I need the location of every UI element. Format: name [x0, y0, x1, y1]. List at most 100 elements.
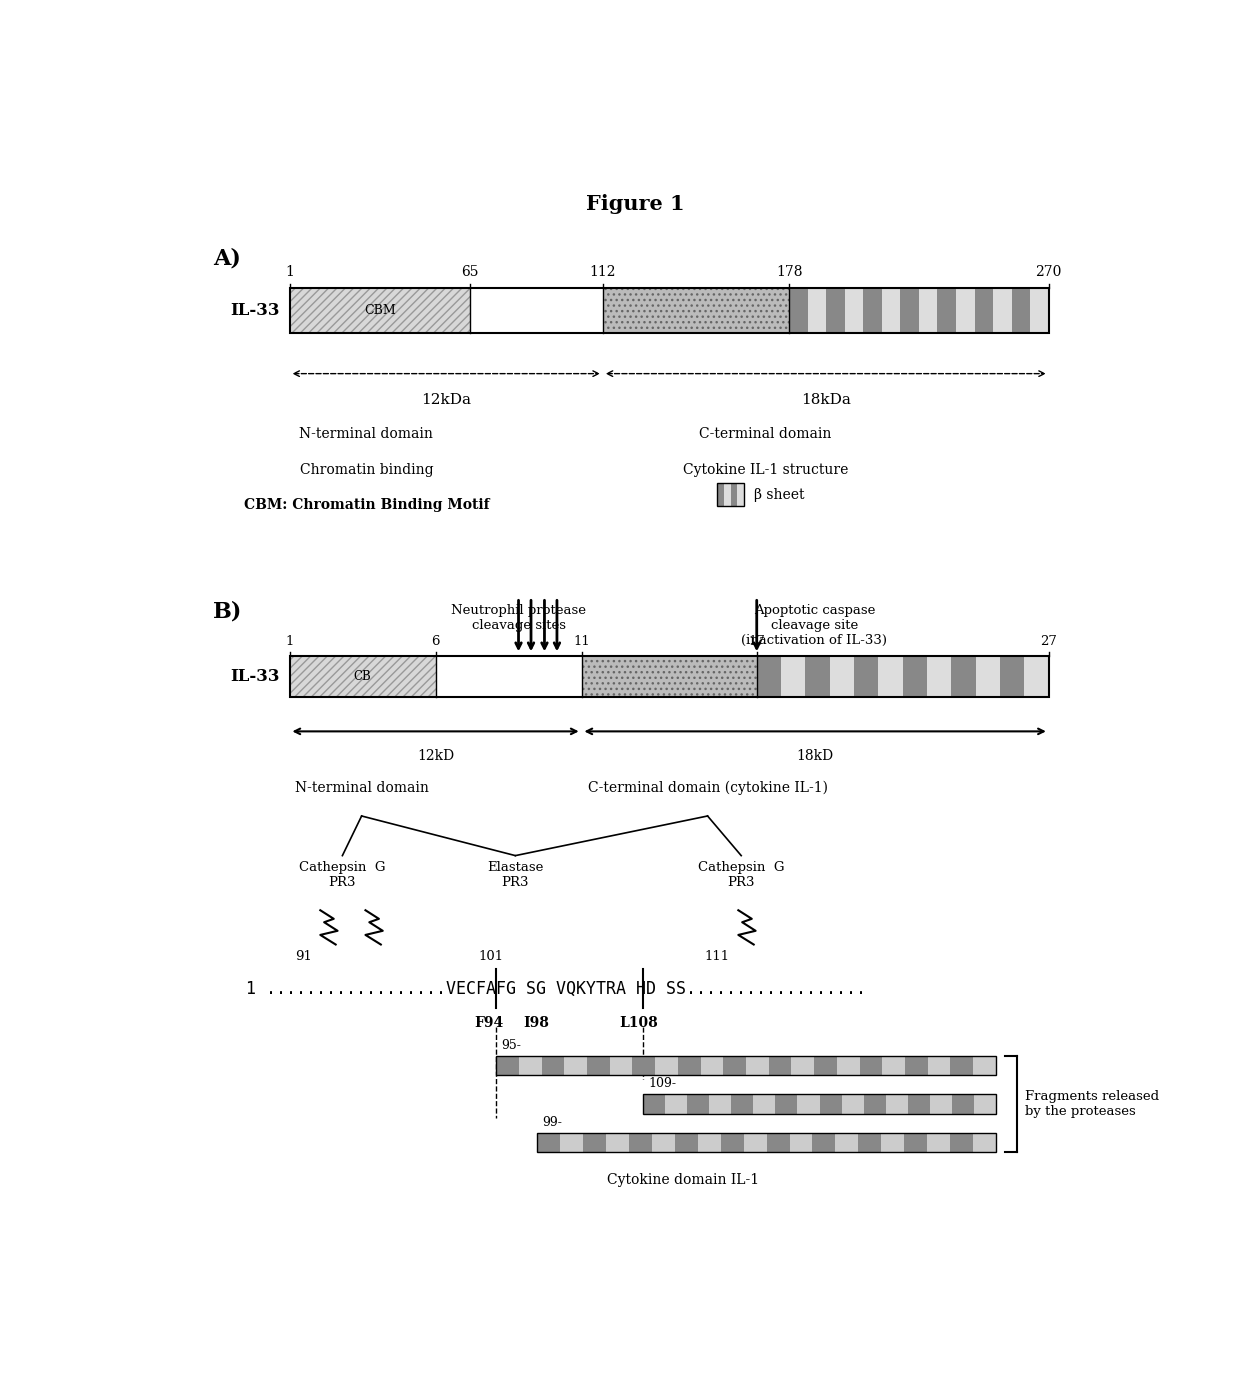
Bar	[687, 1095, 709, 1114]
Text: F94: F94	[474, 1017, 503, 1031]
Bar	[564, 1056, 587, 1075]
Bar	[791, 1056, 815, 1075]
Bar	[975, 288, 993, 332]
Bar	[709, 1095, 732, 1114]
Bar	[496, 1056, 518, 1075]
Text: 12kD: 12kD	[417, 748, 454, 762]
Bar	[769, 1056, 791, 1075]
Bar	[937, 288, 956, 332]
Bar	[678, 1056, 701, 1075]
Bar	[993, 288, 1012, 332]
Bar	[754, 1095, 775, 1114]
Text: CB: CB	[353, 670, 372, 683]
Bar	[830, 657, 854, 697]
Text: A): A)	[213, 248, 241, 270]
Bar	[950, 1134, 973, 1152]
Bar	[878, 657, 903, 697]
Bar	[903, 657, 928, 697]
Bar	[701, 1056, 723, 1075]
Bar	[644, 1095, 665, 1114]
Bar	[928, 657, 951, 697]
Bar	[537, 1134, 996, 1152]
Bar	[644, 1095, 996, 1114]
Bar	[908, 1095, 930, 1114]
Text: Cytokine IL-1 structure: Cytokine IL-1 structure	[682, 463, 848, 477]
Bar	[560, 1134, 583, 1152]
Text: 99-: 99-	[542, 1116, 562, 1128]
Bar	[797, 1095, 820, 1114]
Text: 18kD: 18kD	[796, 748, 833, 762]
Bar	[1012, 288, 1030, 332]
Text: B): B)	[213, 601, 242, 623]
Text: 112: 112	[589, 266, 616, 280]
Bar	[919, 288, 937, 332]
Bar	[632, 1056, 655, 1075]
Bar	[973, 1095, 996, 1114]
Text: 1 ..................VECFAFG SG VQKYTRA HD SS..................: 1 ..................VECFAFG SG VQKYTRA H…	[247, 979, 867, 997]
Bar	[542, 1056, 564, 1075]
Bar	[738, 483, 744, 506]
Bar	[815, 1056, 837, 1075]
Bar	[820, 1095, 842, 1114]
Bar	[652, 1134, 675, 1152]
Text: 65: 65	[461, 266, 479, 280]
Text: 1: 1	[285, 634, 294, 648]
Text: Fragments released
by the proteases: Fragments released by the proteases	[1024, 1091, 1159, 1118]
Bar	[290, 657, 1049, 697]
Bar	[730, 483, 738, 506]
Bar	[723, 1056, 746, 1075]
Bar	[603, 288, 789, 332]
Text: Elastase
PR3: Elastase PR3	[487, 861, 543, 889]
Bar	[290, 288, 1049, 332]
Text: Cytokine domain IL-1: Cytokine domain IL-1	[608, 1173, 760, 1187]
Text: 27: 27	[1040, 634, 1058, 648]
Bar	[717, 483, 724, 506]
Bar	[756, 657, 781, 697]
Text: CBM: Chromatin Binding Motif: CBM: Chromatin Binding Motif	[243, 498, 490, 512]
Bar	[518, 1056, 542, 1075]
Text: Figure 1: Figure 1	[587, 193, 684, 214]
Text: Cathepsin  G
PR3: Cathepsin G PR3	[299, 861, 386, 889]
Text: C-terminal domain: C-terminal domain	[699, 427, 832, 441]
Bar	[665, 1095, 687, 1114]
Bar	[836, 1134, 858, 1152]
Bar	[290, 657, 435, 697]
Bar	[928, 1134, 950, 1152]
Text: Apoptotic caspase
cleavage site
(inactivation of IL-33): Apoptotic caspase cleavage site (inactiv…	[742, 604, 888, 647]
Text: 178: 178	[776, 266, 802, 280]
Bar	[859, 1056, 883, 1075]
Bar	[1030, 288, 1049, 332]
Bar	[629, 1134, 652, 1152]
Text: 270: 270	[1035, 266, 1061, 280]
Bar	[470, 288, 603, 332]
Bar	[882, 288, 900, 332]
Bar	[610, 1056, 632, 1075]
Bar	[951, 657, 976, 697]
Bar	[290, 288, 470, 332]
Bar	[717, 483, 744, 506]
Bar	[882, 1134, 904, 1152]
Text: 101: 101	[479, 950, 503, 963]
Bar	[1001, 657, 1024, 697]
Bar	[775, 1095, 797, 1114]
Bar	[837, 1056, 859, 1075]
Text: CBM: CBM	[365, 305, 396, 317]
Text: C-terminal domain (cytokine IL-1): C-terminal domain (cytokine IL-1)	[588, 780, 827, 796]
Bar	[812, 1134, 836, 1152]
Bar	[844, 288, 863, 332]
Bar	[904, 1134, 928, 1152]
Text: 18kDa: 18kDa	[801, 392, 851, 408]
Bar	[883, 1056, 905, 1075]
Bar	[806, 657, 830, 697]
Bar	[655, 1056, 678, 1075]
Bar	[746, 1056, 769, 1075]
Bar	[582, 657, 756, 697]
Text: 111: 111	[704, 950, 730, 963]
Bar	[928, 1056, 950, 1075]
Text: IL-33: IL-33	[231, 668, 280, 686]
Text: N-terminal domain: N-terminal domain	[300, 427, 433, 441]
Text: 109-: 109-	[649, 1077, 676, 1091]
Text: 91: 91	[295, 950, 312, 963]
Bar	[789, 288, 807, 332]
Bar	[858, 1134, 882, 1152]
